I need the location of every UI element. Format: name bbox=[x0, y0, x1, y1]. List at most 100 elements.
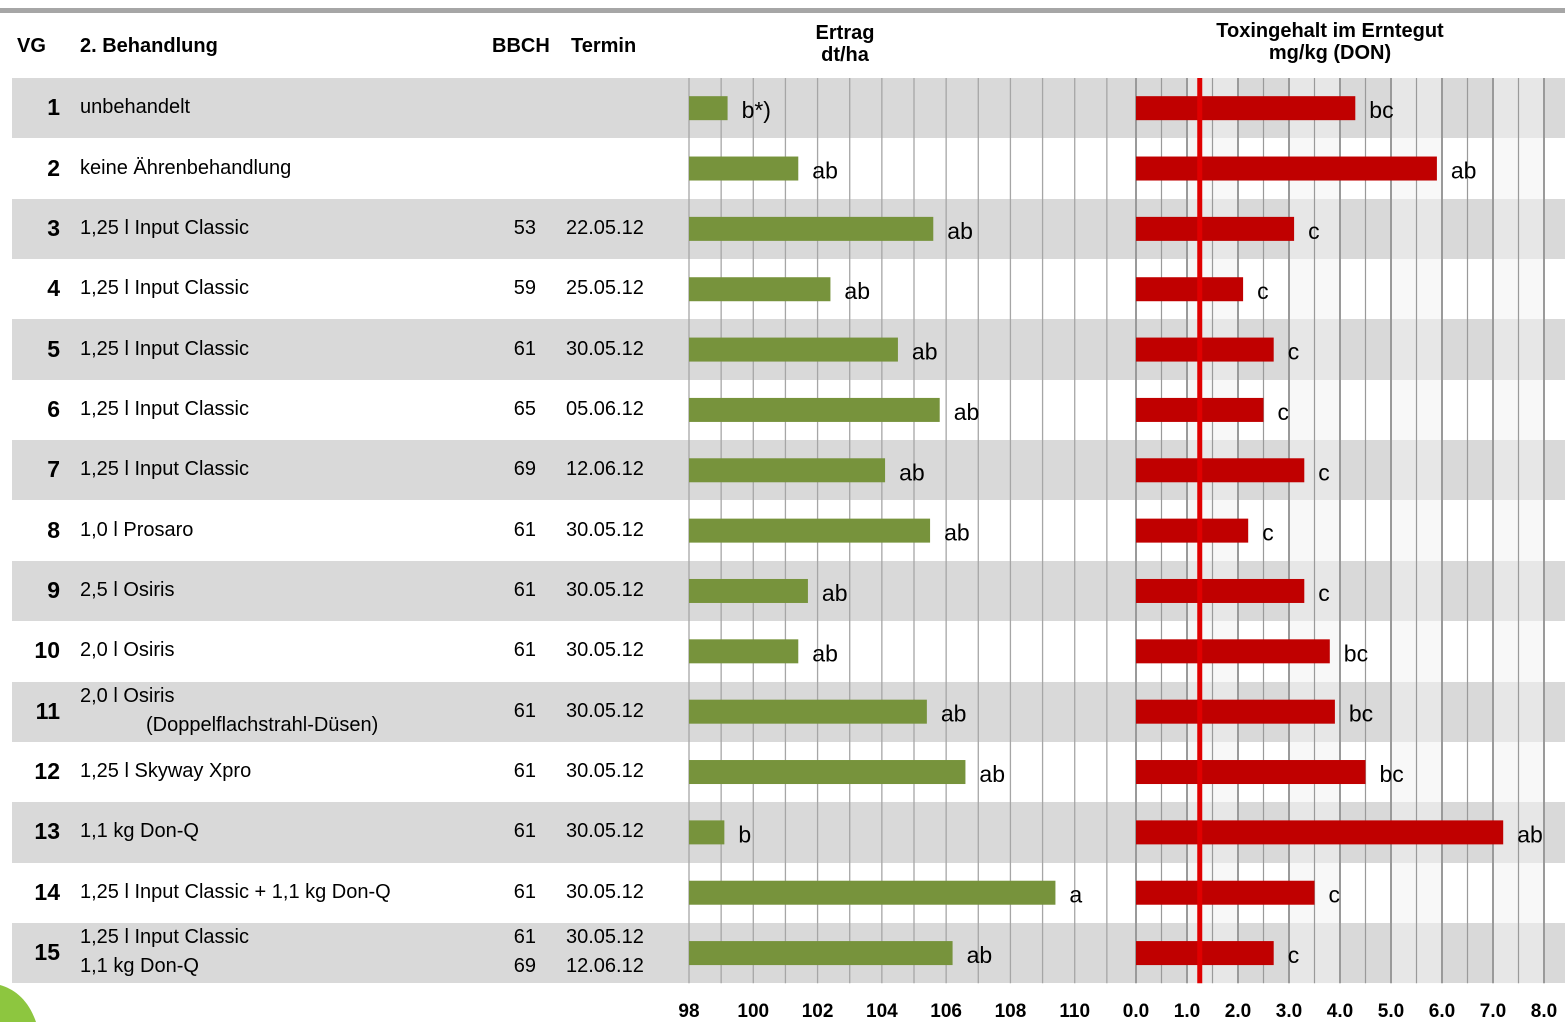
row-termin: 30.05.12 bbox=[566, 926, 644, 949]
row-treatment: 1,25 l Input Classic + 1,1 kg Don-Q bbox=[80, 880, 391, 903]
toxin-bar bbox=[1136, 458, 1305, 483]
header-treatment: 2. Behandlung bbox=[80, 35, 218, 57]
toxin-bar-label: c bbox=[1318, 459, 1330, 485]
row-vg: 4 bbox=[47, 275, 60, 302]
row-treatment: 1,25 l Input Classic bbox=[80, 277, 249, 300]
toxin-tick-label: 1.0 bbox=[1174, 1001, 1200, 1022]
row-vg: 2 bbox=[47, 154, 60, 181]
row-treatment: 1,1 kg Don-Q bbox=[80, 955, 199, 978]
toxin-bar bbox=[1136, 941, 1274, 966]
yield-bar-label: a bbox=[1069, 882, 1082, 908]
toxin-bar-label: c bbox=[1288, 942, 1300, 968]
row-termin: 30.05.12 bbox=[566, 578, 644, 601]
row-bbch: 61 bbox=[513, 639, 536, 662]
yield-bar bbox=[689, 337, 898, 362]
toxin-bar-label: c bbox=[1288, 339, 1300, 365]
row-vg: 8 bbox=[47, 516, 60, 543]
toxin-bar bbox=[1136, 277, 1244, 302]
yield-bar-label: ab bbox=[912, 339, 938, 365]
row-treatment: 1,25 l Input Classic bbox=[80, 926, 249, 949]
toxin-bar bbox=[1136, 639, 1330, 664]
header-toxin: Toxingehalt im Erntegut mg/kg (DON) bbox=[1180, 20, 1480, 64]
row-bbch: 59 bbox=[513, 277, 536, 300]
row-vg: 3 bbox=[47, 214, 60, 241]
row-vg: 6 bbox=[47, 395, 60, 422]
toxin-bar-label: c bbox=[1318, 580, 1330, 606]
yield-tick-label: 110 bbox=[1059, 1001, 1090, 1022]
yield-bar-label: b bbox=[738, 821, 751, 847]
row-bbch: 61 bbox=[513, 699, 536, 722]
row-treatment: 1,0 l Prosaro bbox=[80, 518, 194, 541]
row-bbch: 61 bbox=[513, 926, 536, 949]
yield-bar-label: b*) bbox=[742, 97, 771, 123]
toxin-tick-label: 3.0 bbox=[1276, 1001, 1302, 1022]
header-vg: VG bbox=[17, 35, 46, 57]
toxin-bar-label: c bbox=[1308, 218, 1320, 244]
yield-bar bbox=[689, 760, 966, 785]
row-treatment: 2,0 l Osiris bbox=[80, 684, 175, 707]
header-yield-line1: Ertrag bbox=[815, 22, 875, 44]
toxin-tick-label: 7.0 bbox=[1480, 1001, 1506, 1022]
toxin-bar-label: bc bbox=[1349, 701, 1373, 727]
row-bbch: 61 bbox=[513, 760, 536, 783]
row-treatment: 1,25 l Input Classic bbox=[80, 337, 249, 360]
yield-bar bbox=[689, 639, 799, 664]
toxin-tick-label: 5.0 bbox=[1378, 1001, 1404, 1022]
yield-bar bbox=[689, 156, 799, 181]
row-vg: 7 bbox=[47, 456, 60, 483]
row-termin: 12.06.12 bbox=[566, 955, 644, 978]
row-vg: 14 bbox=[34, 878, 60, 905]
row-treatment: 1,25 l Input Classic bbox=[80, 397, 249, 420]
toxin-bar bbox=[1136, 880, 1315, 905]
row-termin: 30.05.12 bbox=[566, 820, 644, 843]
toxin-bar-label: c bbox=[1329, 882, 1341, 908]
yield-bar-label: ab bbox=[979, 761, 1005, 787]
yield-bar bbox=[689, 96, 728, 121]
row-bbch: 61 bbox=[513, 337, 536, 360]
row-termin: 12.06.12 bbox=[566, 458, 644, 481]
yield-bar bbox=[689, 820, 725, 845]
row-termin: 30.05.12 bbox=[566, 518, 644, 541]
row-bbch: 65 bbox=[513, 397, 536, 420]
yield-bar-label: ab bbox=[812, 640, 838, 666]
yield-bar bbox=[689, 941, 953, 966]
row-vg: 15 bbox=[34, 939, 60, 966]
yield-tick-label: 102 bbox=[802, 1001, 834, 1022]
header-toxin-line2: mg/kg (DON) bbox=[1268, 42, 1392, 64]
row-termin: 30.05.12 bbox=[566, 760, 644, 783]
row-termin: 30.05.12 bbox=[566, 880, 644, 903]
yield-bar-label: ab bbox=[844, 278, 870, 304]
yield-tick-label: 108 bbox=[995, 1001, 1027, 1022]
row-vg: 9 bbox=[47, 576, 60, 603]
yield-bar-label: ab bbox=[944, 520, 970, 546]
toxin-bar-label: bc bbox=[1380, 761, 1404, 787]
toxin-bar-label: c bbox=[1262, 520, 1274, 546]
toxin-bar-label: c bbox=[1257, 278, 1269, 304]
yield-bar bbox=[689, 880, 1056, 905]
toxin-bar bbox=[1136, 699, 1335, 724]
toxin-tick-label: 6.0 bbox=[1429, 1001, 1455, 1022]
yield-tick-label: 100 bbox=[737, 1001, 769, 1022]
row-treatment: 1,25 l Input Classic bbox=[80, 458, 249, 481]
row-treatment: unbehandelt bbox=[80, 96, 191, 119]
row-bbch: 69 bbox=[513, 955, 536, 978]
yield-bar-label: ab bbox=[967, 942, 993, 968]
row-termin: 25.05.12 bbox=[566, 277, 644, 300]
row-termin: 22.05.12 bbox=[566, 216, 644, 239]
row-treatment: 1,25 l Skyway Xpro bbox=[80, 760, 252, 783]
toxin-bar-label: ab bbox=[1517, 821, 1543, 847]
yield-bar bbox=[689, 699, 927, 724]
header-bbch: BBCH bbox=[492, 35, 550, 57]
row-treatment: 1,25 l Input Classic bbox=[80, 216, 249, 239]
row-termin: 05.06.12 bbox=[566, 397, 644, 420]
toxin-tick-label: 8.0 bbox=[1531, 1001, 1557, 1022]
toxin-tick-label: 2.0 bbox=[1225, 1001, 1251, 1022]
toxin-bar-label: c bbox=[1278, 399, 1290, 425]
yield-bar bbox=[689, 397, 940, 422]
row-bbch: 61 bbox=[513, 820, 536, 843]
row-bbch: 61 bbox=[513, 578, 536, 601]
row-vg: 10 bbox=[34, 637, 60, 664]
row-termin: 30.05.12 bbox=[566, 639, 644, 662]
yield-bar bbox=[689, 458, 886, 483]
yield-bar bbox=[689, 277, 831, 302]
